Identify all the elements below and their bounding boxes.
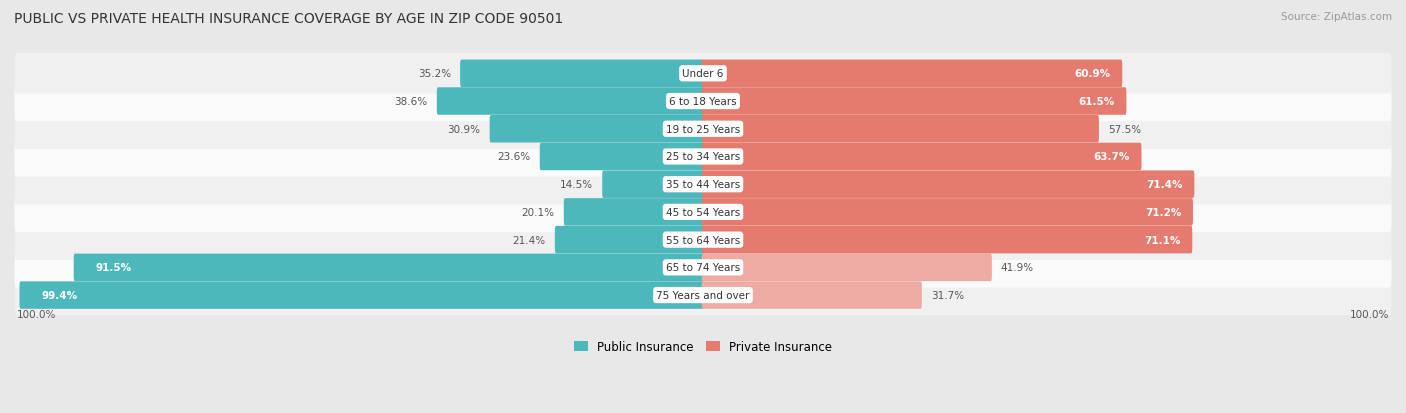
Text: 63.7%: 63.7% bbox=[1094, 152, 1130, 162]
FancyBboxPatch shape bbox=[14, 275, 1392, 316]
FancyBboxPatch shape bbox=[702, 143, 1142, 171]
Text: 61.5%: 61.5% bbox=[1078, 97, 1115, 107]
FancyBboxPatch shape bbox=[14, 164, 1392, 205]
Text: 55 to 64 Years: 55 to 64 Years bbox=[666, 235, 740, 245]
FancyBboxPatch shape bbox=[14, 247, 1392, 288]
FancyBboxPatch shape bbox=[702, 282, 922, 309]
FancyBboxPatch shape bbox=[14, 81, 1392, 122]
FancyBboxPatch shape bbox=[702, 254, 991, 281]
Text: 45 to 54 Years: 45 to 54 Years bbox=[666, 207, 740, 217]
Text: Under 6: Under 6 bbox=[682, 69, 724, 79]
FancyBboxPatch shape bbox=[555, 226, 704, 254]
FancyBboxPatch shape bbox=[460, 60, 704, 88]
FancyBboxPatch shape bbox=[20, 282, 704, 309]
FancyBboxPatch shape bbox=[437, 88, 704, 116]
FancyBboxPatch shape bbox=[702, 226, 1192, 254]
FancyBboxPatch shape bbox=[14, 220, 1392, 260]
Text: 30.9%: 30.9% bbox=[447, 124, 481, 134]
Text: 21.4%: 21.4% bbox=[513, 235, 546, 245]
FancyBboxPatch shape bbox=[702, 88, 1126, 116]
Text: 23.6%: 23.6% bbox=[498, 152, 530, 162]
FancyBboxPatch shape bbox=[14, 54, 1392, 94]
FancyBboxPatch shape bbox=[702, 199, 1192, 226]
Text: 35 to 44 Years: 35 to 44 Years bbox=[666, 180, 740, 190]
Text: 71.4%: 71.4% bbox=[1146, 180, 1182, 190]
Text: 20.1%: 20.1% bbox=[522, 207, 555, 217]
Text: 60.9%: 60.9% bbox=[1074, 69, 1111, 79]
Text: Source: ZipAtlas.com: Source: ZipAtlas.com bbox=[1281, 12, 1392, 22]
Text: 65 to 74 Years: 65 to 74 Years bbox=[666, 263, 740, 273]
Text: 57.5%: 57.5% bbox=[1108, 124, 1142, 134]
Text: 91.5%: 91.5% bbox=[96, 263, 132, 273]
FancyBboxPatch shape bbox=[14, 109, 1392, 150]
Text: 100.0%: 100.0% bbox=[17, 309, 56, 319]
FancyBboxPatch shape bbox=[14, 192, 1392, 233]
Text: 31.7%: 31.7% bbox=[931, 290, 965, 300]
Text: 75 Years and over: 75 Years and over bbox=[657, 290, 749, 300]
FancyBboxPatch shape bbox=[702, 116, 1099, 143]
Text: 41.9%: 41.9% bbox=[1001, 263, 1033, 273]
Text: 19 to 25 Years: 19 to 25 Years bbox=[666, 124, 740, 134]
FancyBboxPatch shape bbox=[602, 171, 704, 199]
Text: 38.6%: 38.6% bbox=[395, 97, 427, 107]
FancyBboxPatch shape bbox=[73, 254, 704, 281]
FancyBboxPatch shape bbox=[14, 137, 1392, 177]
FancyBboxPatch shape bbox=[564, 199, 704, 226]
Text: 25 to 34 Years: 25 to 34 Years bbox=[666, 152, 740, 162]
FancyBboxPatch shape bbox=[702, 171, 1194, 199]
Text: 71.2%: 71.2% bbox=[1144, 207, 1181, 217]
Legend: Public Insurance, Private Insurance: Public Insurance, Private Insurance bbox=[569, 336, 837, 358]
FancyBboxPatch shape bbox=[540, 143, 704, 171]
Text: 100.0%: 100.0% bbox=[1350, 309, 1389, 319]
Text: 14.5%: 14.5% bbox=[560, 180, 593, 190]
Text: 35.2%: 35.2% bbox=[418, 69, 451, 79]
Text: 99.4%: 99.4% bbox=[41, 290, 77, 300]
FancyBboxPatch shape bbox=[702, 60, 1122, 88]
Text: PUBLIC VS PRIVATE HEALTH INSURANCE COVERAGE BY AGE IN ZIP CODE 90501: PUBLIC VS PRIVATE HEALTH INSURANCE COVER… bbox=[14, 12, 564, 26]
FancyBboxPatch shape bbox=[489, 116, 704, 143]
Text: 71.1%: 71.1% bbox=[1144, 235, 1181, 245]
Text: 6 to 18 Years: 6 to 18 Years bbox=[669, 97, 737, 107]
